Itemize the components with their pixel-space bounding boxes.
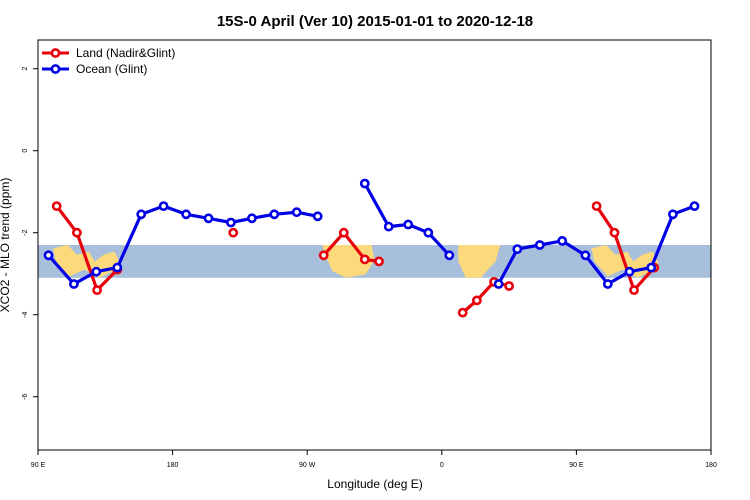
legend-label: Ocean (Glint) [76,62,147,76]
data-point [338,227,349,238]
data-point [269,209,280,220]
data-point [668,209,678,220]
data-point [246,213,257,224]
data-point [69,279,79,289]
data-point [624,266,635,277]
data-point [359,178,370,189]
land-mass-3 [458,245,501,278]
data-point [504,281,514,291]
plot-area: 90 E 180 90 W 0 90 E 180 -6 -4 -2 0 2 [22,39,717,469]
data-point [291,207,302,218]
series-line [55,204,119,292]
data-point [359,254,370,265]
data-point [312,211,323,222]
y-tick-label: 0 [22,149,29,153]
data-point [158,201,169,211]
data-point [457,307,468,318]
data-point [383,221,394,232]
data-point [609,227,620,238]
x-tick-label: 90 W [299,462,316,469]
data-point [602,279,613,289]
data-point [181,209,191,220]
data-point [591,201,602,211]
y-tick-label: -2 [22,229,29,235]
data-point [112,262,123,273]
data-point [512,244,523,254]
y-tick-label: 2 [22,67,29,71]
data-point [136,209,147,220]
x-tick-label: 180 [167,462,179,469]
data-point [318,250,329,261]
data-point [580,250,591,261]
y-axis-label: XCO2 - MLO trend (ppm) [0,178,12,313]
data-point [72,227,82,238]
data-point [374,256,384,267]
data-point [225,217,236,228]
series-line [594,204,656,292]
x-axis-label: Longitude (deg E) [327,477,422,491]
series-land [51,201,660,318]
data-point [646,262,657,273]
chart-title: 15S-0 April (Ver 10) 2015-01-01 to 2020-… [217,13,533,30]
legend: Land (Nadir&Glint) Ocean (Glint) [42,46,175,76]
series-line [363,181,451,257]
series-line [322,231,381,263]
data-point [557,235,568,246]
data-point [534,240,545,250]
y-tick-label: -6 [22,393,29,399]
data-point [92,285,102,295]
legend-label: Land (Nadir&Glint) [76,46,175,60]
data-point [403,219,414,230]
series-line [497,204,697,286]
data-point [91,266,102,277]
data-point [629,285,639,295]
x-tick-label: 90 E [569,462,584,469]
data-point [228,227,239,238]
data-point [444,250,455,261]
data-point [493,279,504,289]
x-tick-label: 90 E [31,462,46,469]
data-point [471,295,482,306]
series-ocean [43,178,700,289]
x-tick-label: 0 [440,462,444,469]
x-tick-label: 180 [705,462,717,469]
data-point [689,201,700,211]
legend-marker [50,64,61,74]
data-point [43,250,54,261]
data-point [51,201,62,211]
plot-frame [37,39,712,451]
data-point [203,213,214,224]
data-point [423,227,434,238]
y-tick-label: -4 [22,311,29,317]
legend-marker [50,48,61,58]
